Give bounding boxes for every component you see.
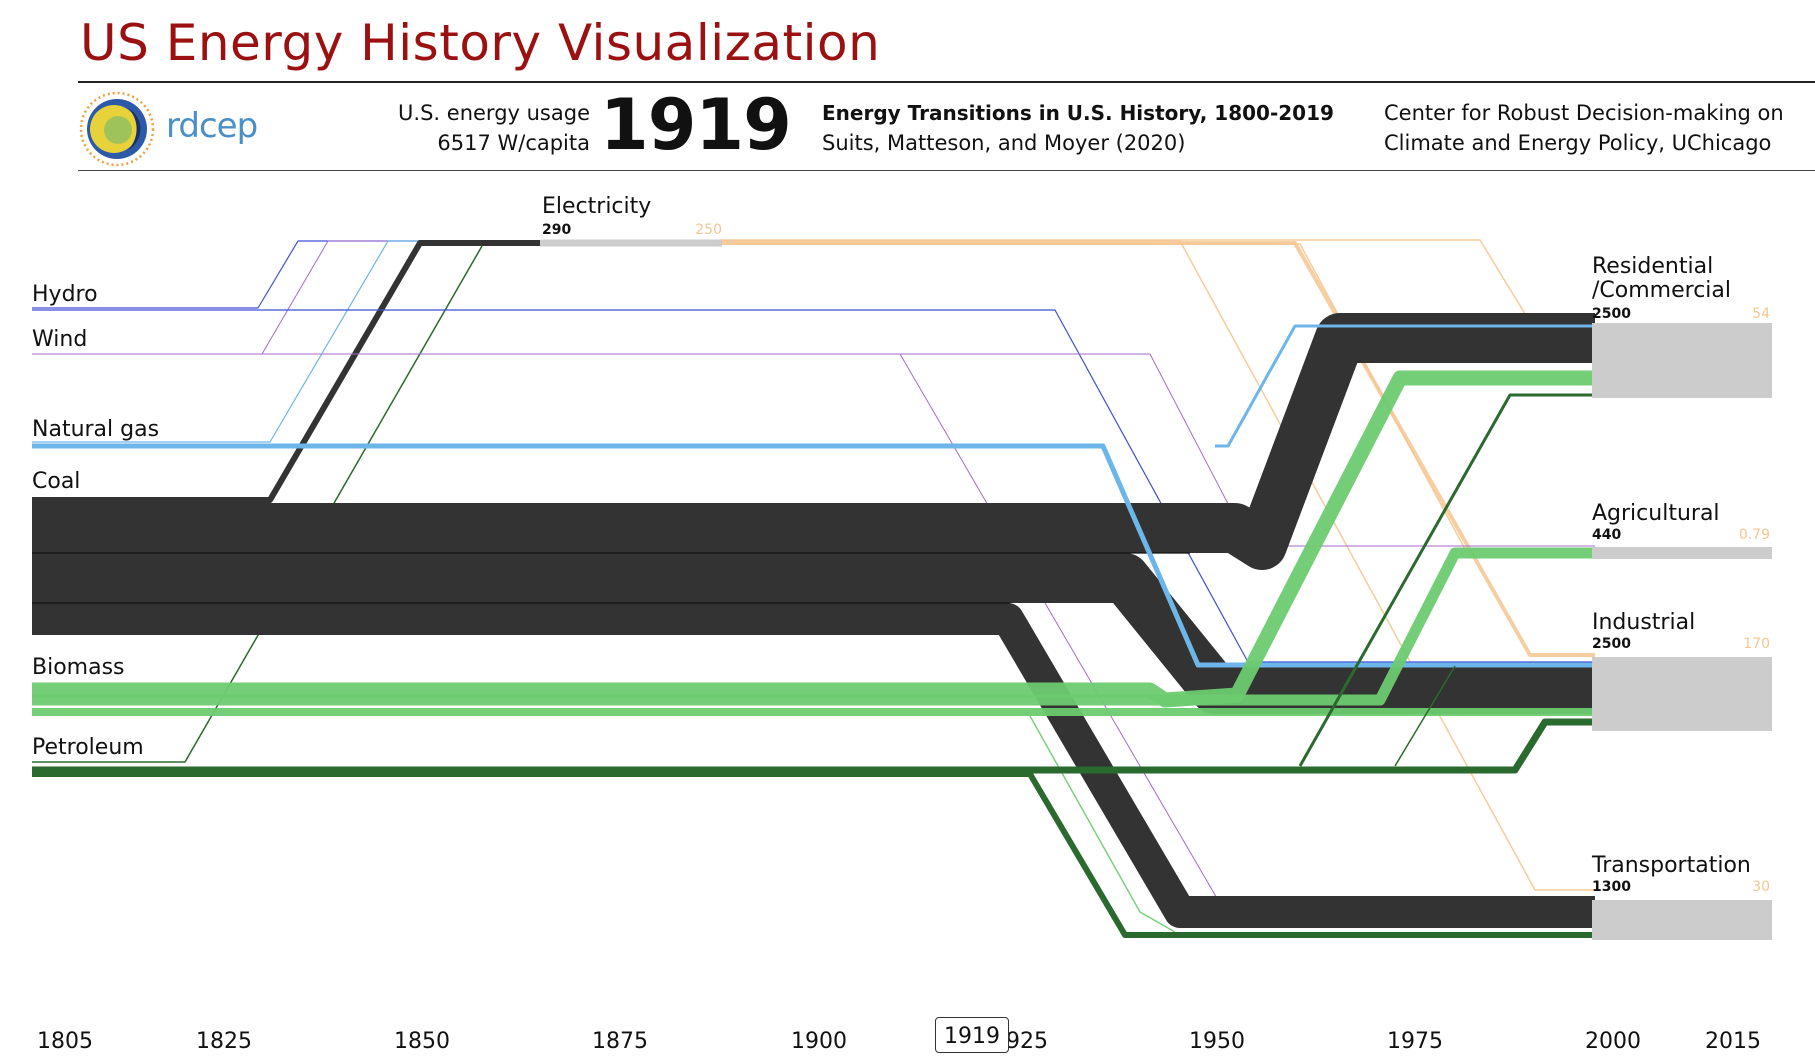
sink-node-box (1592, 900, 1772, 940)
source-label-coal: Coal (32, 469, 80, 494)
logo-text: rdcep (166, 106, 258, 146)
timeline-tick-label[interactable]: 1875 (592, 1029, 648, 1054)
flow-lines (32, 239, 1595, 938)
flow-gas-to-electricity (32, 240, 420, 443)
usage-value-text: 6517 W/capita (437, 131, 590, 155)
header-rule-bottom (78, 170, 1815, 171)
flow-wind-to-agricultural (32, 353, 1595, 547)
institution-line-2: Climate and Energy Policy, UChicago (1384, 131, 1772, 155)
timeline-tick-label[interactable]: 1950 (1189, 1029, 1245, 1054)
flow-biomass-to-transport (1029, 715, 1176, 933)
usage-label-text: U.S. energy usage (398, 101, 590, 125)
current-year: 1919 (600, 84, 792, 166)
timeline-tick-label[interactable]: 2000 (1585, 1029, 1641, 1054)
flow-electricity-waste-transport (720, 240, 1595, 891)
flow-biomass-to-agricultural (32, 547, 1595, 706)
header-rule-top (78, 81, 1815, 83)
timeline-tick-label[interactable]: 1850 (394, 1029, 450, 1054)
source-label-petroleum: Petroleum (32, 735, 144, 760)
electricity-waste-value: 250 (695, 222, 722, 238)
timeline-tick-label[interactable]: 1900 (791, 1029, 847, 1054)
publication-authors: Suits, Matteson, and Moyer (2020) (822, 131, 1186, 155)
sink-waste-value: 0.79 (1739, 527, 1770, 543)
timeline-tick-label[interactable]: 2015 (1705, 1029, 1761, 1054)
flow-coal-to-electricity (32, 240, 540, 503)
sink-node-box (1592, 657, 1772, 731)
flow-petroleum-to-industrial (32, 718, 1595, 774)
publication-title: Energy Transitions in U.S. History, 1800… (822, 101, 1334, 125)
sink-value: 440 (1592, 527, 1621, 543)
sink-label: Residential (1592, 254, 1713, 279)
energy-usage-label: U.S. energy usage 6517 W/capita (380, 98, 590, 158)
flow-petroleum-to-transport (32, 771, 1595, 938)
source-label-wind: Wind (32, 327, 87, 352)
sink-node-box (1592, 323, 1772, 398)
electricity-label: Electricity (542, 194, 651, 219)
sink-value: 2500 (1592, 636, 1631, 652)
sink-label-line2: /Commercial (1592, 278, 1731, 303)
sink-nodes (1592, 323, 1772, 940)
source-label-natural_gas: Natural gas (32, 417, 159, 442)
source-label-biomass: Biomass (32, 655, 125, 680)
timeline-axis[interactable]: 1805 1825 1850 1875 1900 1925 1950 1975 2000 2015 (37, 1029, 1761, 1054)
sink-waste-value: 170 (1743, 636, 1770, 652)
electricity-value: 290 (542, 222, 571, 238)
flow-petroleum-to-electricity (32, 245, 483, 763)
flow-gas-to-residential (1215, 324, 1595, 448)
flow-coal-to-transport (32, 603, 1595, 928)
sink-value: 2500 (1592, 306, 1631, 322)
chart-labels: Residential/Commercial 2500 54 Agricultural… (32, 194, 1770, 895)
flow-coal-to-residential (32, 313, 1595, 570)
flow-petroleum-to-agricultural (1394, 665, 1456, 767)
timeline-year-selector[interactable]: 1919 (935, 1017, 1009, 1053)
flow-electricity-waste-industrial (720, 241, 1595, 657)
institution-line-1: Center for Robust Decision-making on (1384, 101, 1784, 125)
flow-petroleum-to-residential (1298, 393, 1595, 767)
sink-label: Agricultural (1592, 501, 1720, 526)
timeline-tick-label[interactable]: 1805 (37, 1029, 93, 1054)
source-label-hydro: Hydro (32, 282, 98, 307)
flow-coal-to-industrial (32, 553, 1595, 714)
page-title: US Energy History Visualization (80, 14, 881, 72)
timeline-tick-label[interactable]: 1975 (1387, 1029, 1443, 1054)
sink-waste-value: 30 (1752, 879, 1770, 895)
sink-waste-value: 54 (1752, 306, 1770, 322)
sink-node-box (1592, 547, 1772, 559)
rdcep-logo-icon (79, 91, 155, 167)
flow-hydro-to-industrial (32, 309, 1595, 663)
sink-label: Industrial (1592, 610, 1695, 635)
timeline-tick-label[interactable]: 1825 (196, 1029, 252, 1054)
sink-value: 1300 (1592, 879, 1631, 895)
sink-label: Transportation (1591, 853, 1751, 878)
